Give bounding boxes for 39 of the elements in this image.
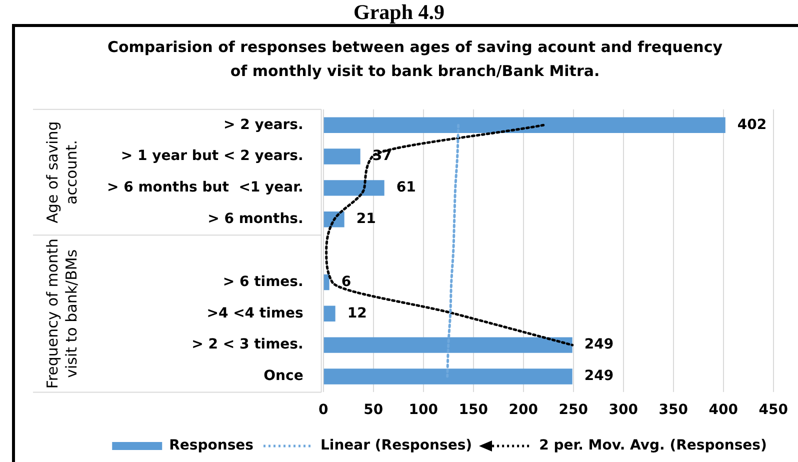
text: Frequency of month visit to bank/BMs (43, 238, 80, 389)
data-label: 6 (341, 274, 352, 290)
x-tick-label: 300 (608, 402, 638, 418)
caption: Graph 4.9 (352, 0, 446, 24)
data-label: 12 (347, 305, 367, 322)
y-tick-label: > 6 months but <1 year. (107, 180, 304, 196)
data-label: 402 (737, 116, 767, 133)
data-label: 249 (584, 336, 614, 353)
x-tick-label: 400 (708, 402, 738, 418)
legend-label: Responses (169, 438, 254, 454)
y-tick-label: >4 <4 times (206, 305, 304, 322)
bar (324, 306, 336, 322)
x-tick-label: 150 (458, 402, 488, 418)
x-tick-label: 100 (408, 402, 438, 418)
x-tick-label: 50 (364, 402, 384, 418)
bar (324, 274, 330, 290)
bar (324, 368, 572, 384)
y-tick-label: > 2 years. (223, 116, 304, 133)
x-tick-label: 450 (758, 402, 788, 418)
bar (324, 117, 726, 133)
x-tick-label: 0 (318, 402, 328, 418)
x-tick-label: 200 (508, 402, 538, 418)
y-tick-label: > 6 times. (222, 274, 304, 290)
bar (324, 180, 384, 196)
x-tick-label: 350 (658, 402, 688, 418)
bar (324, 337, 572, 353)
data-label: 61 (396, 180, 416, 196)
chart-title: Comparision of responses between ages of saving acount and frequency of monthly visit to bank branch/Bank Mitra. (106, 37, 724, 82)
legend-label: Linear (Responses) (320, 438, 472, 454)
y-tick-label: > 6 months. (208, 211, 304, 228)
x-tick-label: 250 (558, 402, 588, 418)
y-tick-label: > 1 year but < 2 years. (120, 148, 304, 164)
y-tick-label: Once (264, 368, 304, 384)
text: Age of saving account. (43, 121, 80, 224)
data-label: 249 (584, 368, 614, 384)
legend-label: 2 per. Mov. Avg. (Responses) (539, 438, 767, 454)
y-tick-label: > 2 < 3 times. (192, 336, 304, 353)
data-label: 21 (356, 211, 376, 228)
bar (324, 148, 360, 164)
